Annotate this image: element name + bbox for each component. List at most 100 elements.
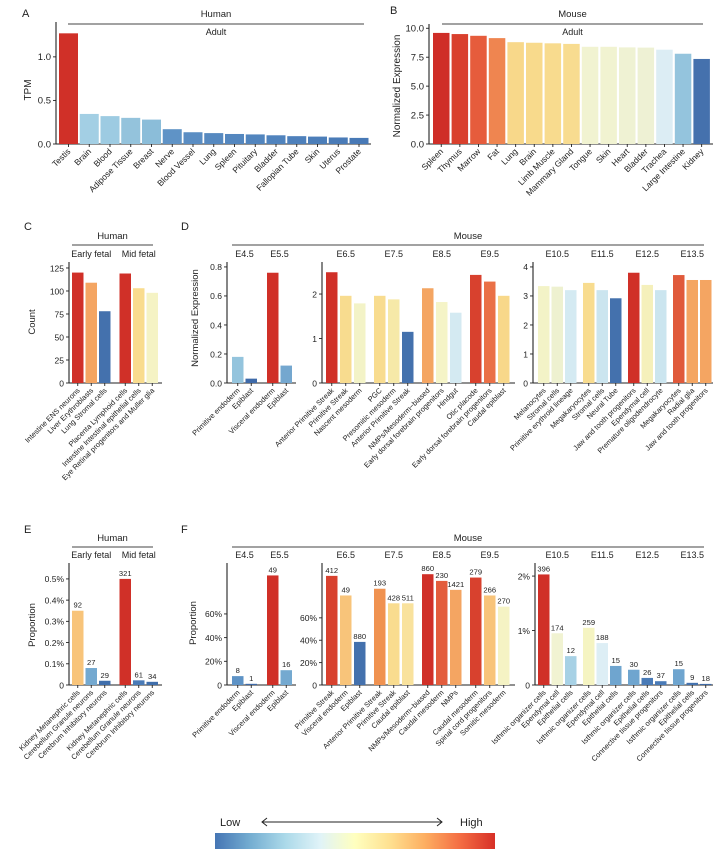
bar	[85, 668, 97, 685]
bar	[245, 683, 257, 685]
group-label: Adult	[206, 27, 227, 37]
y-tick-label: 0.5%	[45, 574, 65, 584]
panel-letter: F	[181, 524, 188, 536]
y-tick-label: 0.6	[210, 291, 222, 301]
value-label: 18	[702, 674, 710, 683]
bar	[422, 288, 434, 383]
y-tick-label: 2	[312, 289, 317, 299]
group-label: E9.5	[480, 249, 499, 259]
y-tick-label: 0.8	[210, 262, 222, 272]
bar	[232, 676, 244, 685]
group-label: E5.5	[270, 249, 289, 259]
group-label: E13.5	[680, 249, 704, 259]
value-label: 266	[483, 585, 496, 594]
bar	[637, 47, 655, 145]
bar	[280, 670, 292, 685]
x-tick-label: Lung	[499, 146, 520, 167]
bar	[267, 575, 279, 685]
bar	[674, 53, 692, 144]
bar	[700, 279, 712, 383]
y-tick-label: 0	[525, 680, 530, 690]
group-label: Mid fetal	[122, 249, 156, 259]
y-tick-label: 20%	[300, 658, 317, 668]
y-tick-label: 4	[523, 262, 528, 272]
arrow-right-icon	[436, 817, 443, 827]
legend-low-label: Low	[220, 817, 240, 829]
bar	[641, 284, 653, 383]
species-header: Human	[97, 533, 128, 544]
value-label: 1421	[447, 580, 464, 589]
bar	[133, 680, 145, 685]
panel-b: B Mouse Normalized Expression 0.0 2.5 5.0 7.5 1…	[390, 5, 713, 198]
group-label: E11.5	[591, 249, 614, 259]
bar	[655, 290, 667, 383]
bar	[583, 627, 595, 685]
bar	[142, 119, 161, 144]
bar	[340, 295, 352, 383]
y-tick-label: 100	[50, 286, 64, 296]
y-tick-label: 0.1%	[45, 659, 65, 669]
value-label: 12	[567, 646, 575, 655]
value-label: 9	[690, 673, 694, 682]
y-tick-label: 0.3%	[45, 617, 65, 627]
bar	[232, 356, 244, 383]
y-tick-label: 0.2%	[45, 638, 65, 648]
bar	[59, 33, 78, 145]
bar	[619, 47, 636, 144]
bar	[204, 133, 224, 144]
value-label: 61	[135, 670, 143, 679]
bar	[267, 272, 279, 383]
bar	[354, 641, 366, 685]
value-label: 49	[342, 585, 350, 594]
y-tick-label: 5.0	[411, 81, 424, 92]
value-label: 270	[497, 597, 510, 606]
bar	[72, 610, 84, 685]
panel-d: D Mouse Normalized Expression 0.0 0.2 0.4 0.6 0…	[181, 221, 713, 470]
legend-gradient-bar	[215, 833, 495, 849]
panel-letter: E	[24, 524, 31, 536]
bar	[581, 46, 599, 145]
group-label: Early fetal	[71, 249, 111, 259]
bar	[436, 580, 448, 685]
y-tick-label: 2	[523, 320, 528, 330]
y-axis-title: Count	[27, 309, 38, 335]
value-label: 880	[353, 632, 366, 641]
x-tick-label: Kidney	[680, 146, 706, 172]
bar	[450, 589, 462, 685]
group-label: E8.5	[432, 249, 451, 259]
value-label: 92	[74, 601, 82, 610]
y-tick-label: 0.2	[210, 349, 222, 359]
species-header: Human	[97, 231, 128, 242]
bar	[119, 273, 131, 383]
group-label: E7.5	[384, 249, 403, 259]
bar	[655, 681, 667, 685]
bar	[565, 290, 577, 383]
bar	[436, 302, 448, 383]
bar	[610, 298, 622, 383]
bar	[266, 135, 286, 144]
y-axis-title: TPM	[23, 79, 34, 100]
value-label: 259	[582, 618, 595, 627]
bar	[451, 34, 469, 144]
value-label: 15	[612, 656, 620, 665]
y-tick-label: 20%	[205, 657, 222, 667]
bar	[326, 575, 338, 685]
y-tick-label: 0	[59, 680, 64, 690]
bar	[326, 272, 338, 383]
bar	[340, 595, 352, 685]
bar	[328, 137, 348, 144]
value-label: 27	[87, 658, 95, 667]
facet: 020%40%60%Primitive endoderm8Epiblast1E4…	[190, 550, 296, 739]
bar	[538, 574, 550, 685]
bar	[349, 137, 369, 144]
color-legend: Low High	[215, 817, 495, 849]
bar	[422, 574, 434, 685]
bar	[583, 282, 595, 383]
bar	[693, 58, 710, 144]
